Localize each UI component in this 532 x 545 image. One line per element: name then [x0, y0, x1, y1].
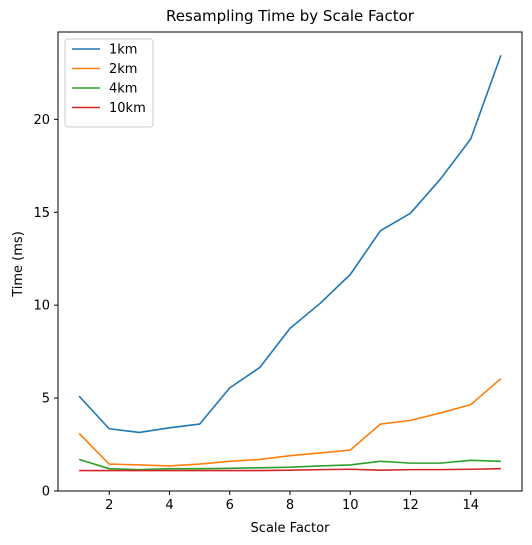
x-axis: 2 4 6 8 10 12 14 — [105, 491, 479, 513]
y-axis: 0 5 10 15 20 — [33, 113, 58, 500]
x-tick-label: 2 — [105, 498, 113, 513]
y-axis-title: Time (ms) — [11, 231, 26, 298]
legend-box — [64, 38, 154, 128]
chart-title: Resampling Time by Scale Factor — [166, 7, 415, 25]
x-tick-label: 12 — [402, 498, 419, 513]
y-tick-label: 10 — [33, 299, 50, 314]
x-tick-label: 6 — [226, 498, 234, 513]
x-axis-title: Scale Factor — [251, 521, 331, 536]
series-line-1km — [78, 54, 502, 434]
y-tick-label: 5 — [42, 392, 50, 407]
series-line-4km — [78, 458, 501, 471]
legend-label: 2km — [109, 62, 137, 77]
x-tick-label: 8 — [286, 498, 294, 513]
legend-label: 4km — [109, 82, 137, 97]
series-line-10km — [79, 467, 501, 472]
legend-label: 1km — [109, 43, 137, 58]
x-tick-label: 4 — [165, 498, 173, 513]
x-tick-label: 10 — [342, 498, 359, 513]
plot-lines — [78, 54, 502, 472]
series-line-2km — [78, 377, 502, 467]
y-tick-label: 20 — [33, 113, 50, 128]
y-tick-label: 15 — [33, 206, 50, 221]
y-tick-label: 0 — [42, 485, 50, 500]
legend-label: 10km — [109, 101, 146, 116]
legend: 1km 2km 4km 10km — [64, 38, 154, 128]
x-tick-label: 14 — [463, 498, 480, 513]
